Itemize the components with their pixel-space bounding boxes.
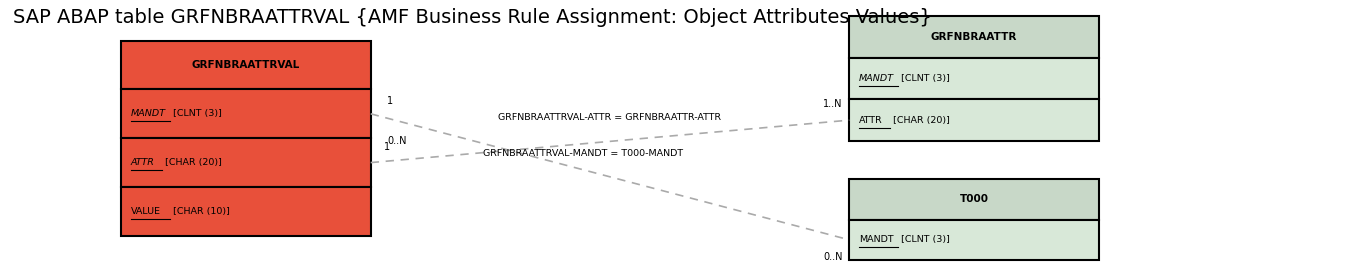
Text: 1: 1 <box>384 142 391 152</box>
Text: GRFNBRAATTRVAL-MANDT = T000-MANDT: GRFNBRAATTRVAL-MANDT = T000-MANDT <box>483 149 683 158</box>
FancyBboxPatch shape <box>121 138 371 187</box>
FancyBboxPatch shape <box>849 179 1099 220</box>
Text: [CLNT (3)]: [CLNT (3)] <box>898 235 949 244</box>
Text: MANDT: MANDT <box>859 235 894 244</box>
Text: [CLNT (3)]: [CLNT (3)] <box>898 74 949 83</box>
Text: GRFNBRAATTRVAL: GRFNBRAATTRVAL <box>191 60 301 70</box>
FancyBboxPatch shape <box>121 41 371 89</box>
FancyBboxPatch shape <box>121 89 371 138</box>
FancyBboxPatch shape <box>121 187 371 236</box>
Text: VALUE: VALUE <box>131 207 160 216</box>
Text: SAP ABAP table GRFNBRAATTRVAL {AMF Business Rule Assignment: Object Attributes V: SAP ABAP table GRFNBRAATTRVAL {AMF Busin… <box>13 8 933 27</box>
Text: 1: 1 <box>387 96 394 106</box>
FancyBboxPatch shape <box>849 99 1099 141</box>
FancyBboxPatch shape <box>849 58 1099 99</box>
FancyBboxPatch shape <box>849 16 1099 58</box>
FancyBboxPatch shape <box>849 220 1099 260</box>
Text: T000: T000 <box>960 194 988 204</box>
Text: MANDT: MANDT <box>131 109 166 118</box>
Text: [CHAR (20)]: [CHAR (20)] <box>890 116 950 125</box>
Text: 0..N: 0..N <box>824 251 842 262</box>
Text: [CLNT (3)]: [CLNT (3)] <box>170 109 221 118</box>
Text: GRFNBRAATTRVAL-ATTR = GRFNBRAATTR-ATTR: GRFNBRAATTRVAL-ATTR = GRFNBRAATTR-ATTR <box>499 113 721 122</box>
Text: [CHAR (10)]: [CHAR (10)] <box>170 207 229 216</box>
Text: MANDT: MANDT <box>859 74 894 83</box>
Text: ATTR: ATTR <box>131 158 155 167</box>
Text: ATTR: ATTR <box>859 116 883 125</box>
Text: [CHAR (20)]: [CHAR (20)] <box>162 158 222 167</box>
Text: GRFNBRAATTR: GRFNBRAATTR <box>930 32 1018 42</box>
Text: 1..N: 1..N <box>824 99 842 109</box>
Text: 0..N: 0..N <box>387 136 406 146</box>
